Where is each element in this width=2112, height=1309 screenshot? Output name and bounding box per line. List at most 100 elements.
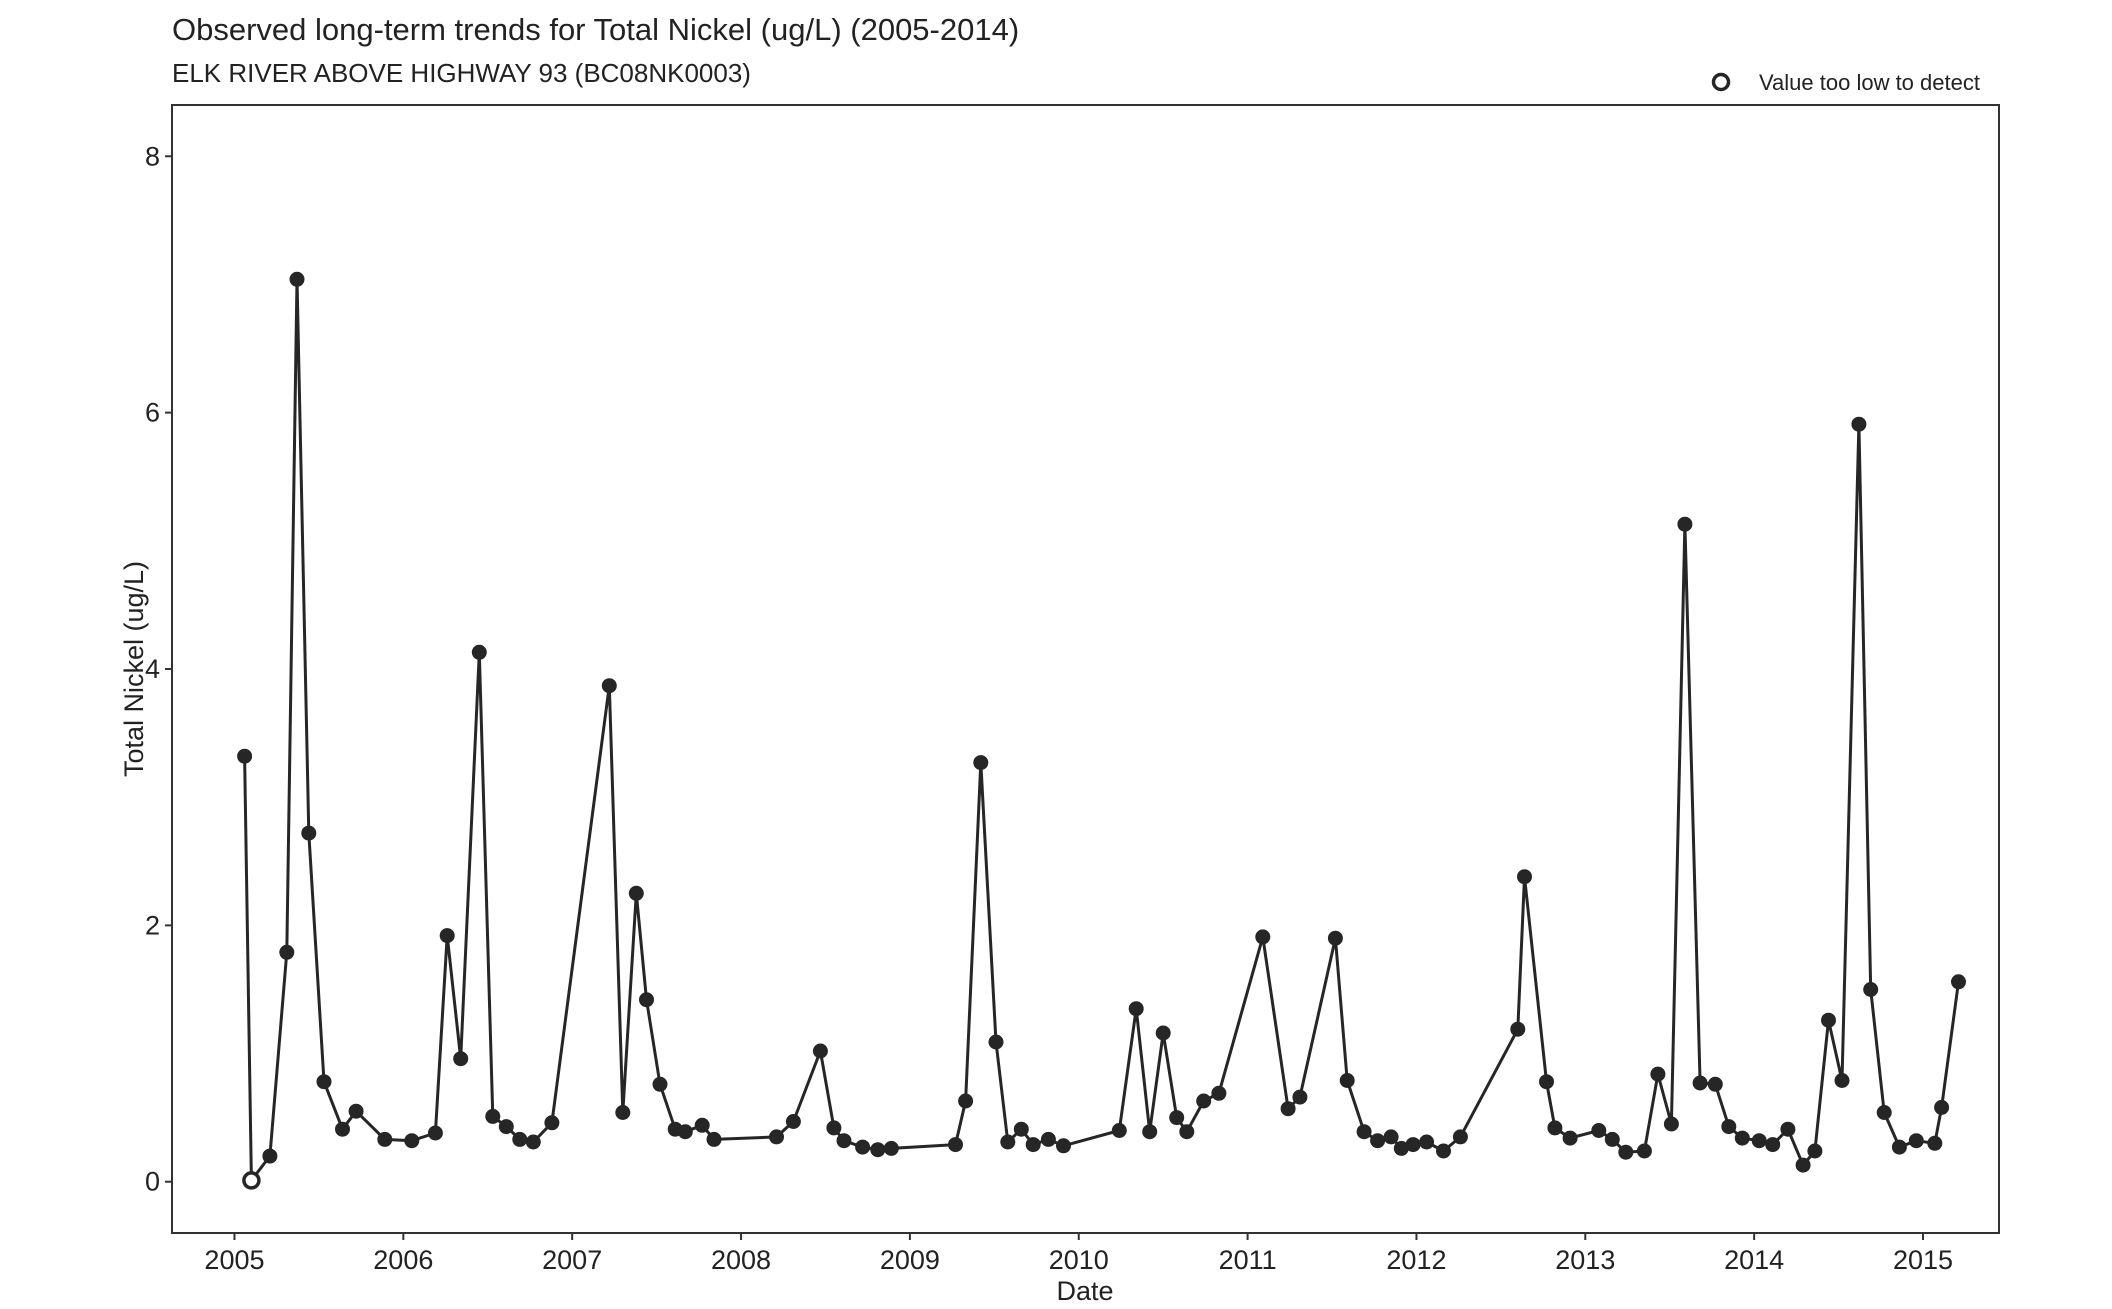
x-tick-label: 2015 [1893, 1245, 1953, 1275]
data-point [628, 885, 644, 901]
x-tick-label: 2011 [1219, 1245, 1277, 1275]
data-point [706, 1131, 722, 1147]
data-point [1650, 1066, 1666, 1082]
x-tick-label: 2008 [711, 1245, 771, 1275]
data-point [1013, 1121, 1029, 1137]
data-point [1604, 1131, 1620, 1147]
data-point [812, 1043, 828, 1059]
data-point [883, 1140, 899, 1156]
data-point [1618, 1144, 1634, 1160]
data-point [544, 1115, 560, 1131]
data-point [870, 1142, 886, 1158]
data-point [1663, 1116, 1679, 1132]
data-point [1692, 1075, 1708, 1091]
data-point [785, 1114, 801, 1129]
data-point [1780, 1121, 1796, 1137]
data-point [1025, 1137, 1041, 1153]
data-point [1280, 1101, 1296, 1117]
data-point [1179, 1124, 1195, 1140]
data-point [1547, 1120, 1563, 1136]
data-point [1292, 1089, 1308, 1105]
data-point [1356, 1124, 1372, 1140]
y-tick-label: 4 [145, 654, 160, 684]
y-tick-label: 0 [145, 1167, 160, 1197]
data-point [1677, 516, 1693, 532]
x-tick-label: 2013 [1555, 1245, 1615, 1275]
plot-panel-border [171, 104, 2000, 1234]
data-point [1834, 1073, 1850, 1088]
data-point [1255, 929, 1271, 945]
data-point [485, 1108, 501, 1124]
data-point [677, 1124, 693, 1140]
legend-label: Value too low to detect [1759, 70, 1980, 95]
data-point [301, 825, 317, 841]
data-point [1539, 1074, 1554, 1090]
data-point [1339, 1073, 1355, 1088]
data-point-below-detection [242, 1171, 261, 1190]
data-point [1142, 1124, 1158, 1140]
data-point [1807, 1143, 1823, 1159]
data-point [948, 1137, 963, 1153]
data-point [1040, 1131, 1056, 1147]
chart-subtitle: ELK RIVER ABOVE HIGHWAY 93 (BC08NK0003) [172, 58, 751, 88]
data-point [769, 1129, 784, 1145]
data-point [1196, 1093, 1212, 1109]
data-point [1169, 1110, 1185, 1126]
data-point [1452, 1129, 1468, 1145]
data-point [855, 1139, 871, 1155]
data-point [1908, 1133, 1924, 1149]
y-tick-label: 2 [145, 910, 160, 940]
chart-title: Observed long-term trends for Total Nick… [172, 12, 1019, 47]
data-point [1111, 1123, 1127, 1138]
data-point [988, 1034, 1004, 1050]
data-point [1056, 1138, 1071, 1154]
data-point [1765, 1137, 1781, 1153]
series-line [243, 277, 1960, 1182]
data-point [1000, 1134, 1016, 1150]
legend-open-circle-marker [1711, 72, 1731, 92]
data-point [826, 1120, 842, 1136]
x-tick-label: 2007 [542, 1245, 602, 1275]
data-point [1510, 1021, 1526, 1037]
data-point [1934, 1099, 1950, 1115]
data-point [1405, 1137, 1421, 1153]
data-point [601, 678, 617, 694]
x-tick-label: 2012 [1386, 1245, 1446, 1275]
data-point [289, 271, 305, 287]
data-point [1383, 1129, 1399, 1145]
data-point [1128, 1001, 1144, 1017]
data-point [1155, 1025, 1171, 1041]
data-point [1211, 1085, 1227, 1101]
data-point [316, 1074, 332, 1090]
data-point [1636, 1143, 1652, 1159]
data-point [1517, 869, 1532, 885]
data-point [1891, 1139, 1907, 1155]
legend: Value too low to detect [1711, 70, 1980, 95]
series-line-group [243, 277, 1960, 1182]
x-axis: 2005 2006 2007 2008 2009 2010 2011 2012 2013 2014… [204, 1233, 1953, 1275]
x-tick-label: 2006 [373, 1245, 433, 1275]
data-point [1436, 1143, 1451, 1159]
data-point [1707, 1076, 1723, 1092]
data-point [512, 1131, 528, 1147]
data-point [525, 1134, 541, 1150]
data-point [1851, 416, 1867, 432]
data-point [1721, 1119, 1737, 1135]
data-point [652, 1076, 668, 1092]
data-point [1751, 1133, 1767, 1149]
data-point [1876, 1105, 1892, 1120]
y-axis-title: Total Nickel (ug/L) [119, 561, 149, 777]
data-point [279, 944, 295, 960]
data-point [1562, 1130, 1578, 1146]
data-point [498, 1119, 514, 1135]
x-tick-label: 2010 [1049, 1245, 1109, 1275]
y-tick-label: 8 [145, 141, 160, 171]
data-point [1863, 982, 1879, 997]
data-point [439, 928, 455, 944]
data-point [348, 1103, 364, 1119]
data-point [639, 992, 654, 1008]
data-point [1821, 1012, 1836, 1028]
data-point [1370, 1133, 1386, 1149]
x-axis-title: Date [1056, 1276, 1113, 1306]
